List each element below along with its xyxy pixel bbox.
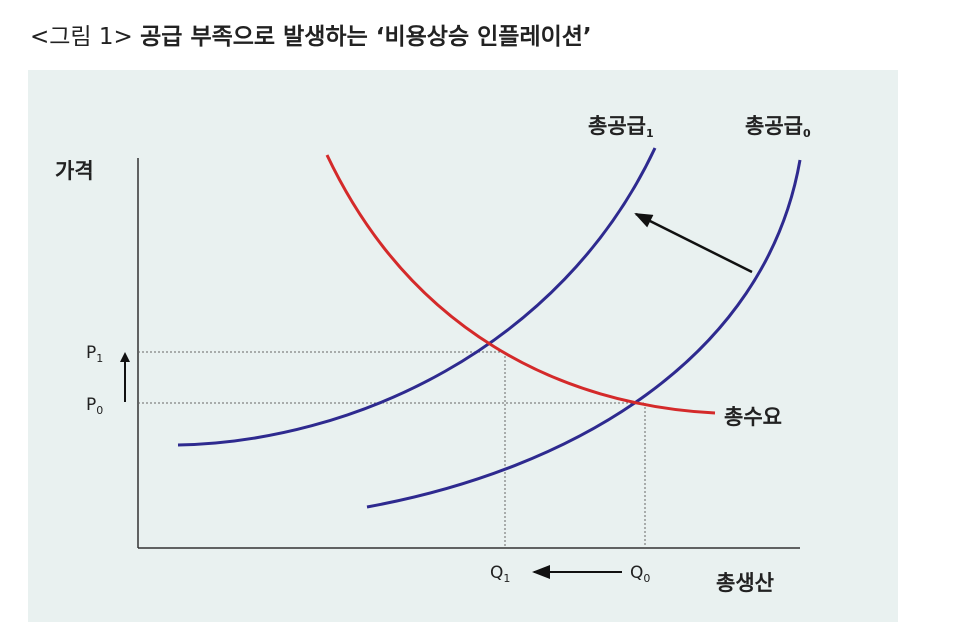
label-sub: 0 bbox=[96, 404, 103, 417]
supply-0-label: 총공급0 bbox=[745, 114, 811, 140]
q1-label: Q1 bbox=[490, 563, 510, 585]
shift-arrow bbox=[634, 212, 753, 274]
label-sub: 1 bbox=[646, 127, 654, 140]
label-sub: 1 bbox=[503, 572, 510, 585]
supply-curve-1 bbox=[177, 147, 657, 447]
y-axis-label: 가격 bbox=[55, 159, 94, 183]
label-text: P bbox=[86, 343, 96, 363]
x-axis-label: 총생산 bbox=[716, 571, 774, 595]
q0-label: Q0 bbox=[630, 563, 650, 585]
label-text: P bbox=[86, 395, 96, 415]
label-text: 총공급 bbox=[588, 114, 646, 138]
title-text: 공급 부족으로 발생하는 ‘비용상승 인플레이션’ bbox=[140, 24, 592, 50]
label-sub: 1 bbox=[96, 352, 103, 365]
label-text: Q bbox=[630, 563, 643, 583]
demand-label: 총수요 bbox=[724, 405, 782, 429]
supply-1-label: 총공급1 bbox=[588, 114, 654, 140]
label-text: Q bbox=[490, 563, 503, 583]
figure-label: <그림 1> bbox=[30, 24, 133, 50]
title: <그림 1> 공급 부족으로 발생하는 ‘비용상승 인플레이션’ bbox=[30, 24, 592, 50]
guides bbox=[138, 351, 646, 548]
p1-label: P1 bbox=[86, 343, 103, 365]
label-sub: 0 bbox=[803, 127, 811, 140]
demand-curve bbox=[325, 154, 716, 415]
supply-curve-0 bbox=[366, 159, 802, 509]
label-text: 총공급 bbox=[745, 114, 803, 138]
label-sub: 0 bbox=[643, 572, 650, 585]
panel bbox=[28, 70, 898, 622]
p0-label: P0 bbox=[86, 395, 103, 417]
